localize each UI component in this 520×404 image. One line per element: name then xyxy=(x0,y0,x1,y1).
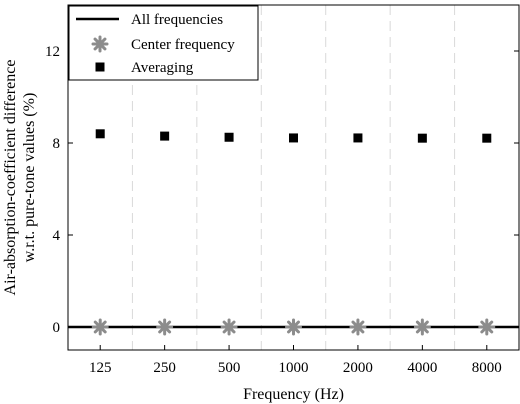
x-tick-label-4000: 4000 xyxy=(407,360,437,376)
point-averaging-250 xyxy=(160,131,170,141)
point-averaging-4000 xyxy=(417,133,427,143)
point-center-frequency-250 xyxy=(156,318,174,336)
legend-label-center-frequency: Center frequency xyxy=(131,37,235,53)
point-averaging-125 xyxy=(95,129,105,139)
y-tick-label-8: 8 xyxy=(53,136,61,152)
series-layer xyxy=(68,129,519,336)
point-center-frequency-500 xyxy=(220,318,238,336)
legend: All frequencies Center frequency Averagi… xyxy=(68,5,259,81)
point-averaging-8000 xyxy=(482,133,492,143)
x-tick-label-8000: 8000 xyxy=(472,360,502,376)
y-tick-label-0: 0 xyxy=(53,320,61,336)
point-averaging-2000 xyxy=(353,133,363,143)
x-tick-label-125: 125 xyxy=(89,360,112,376)
point-center-frequency-1000 xyxy=(285,318,302,336)
y-axis-label-line-2: w.r.t. pure-tone values (%) xyxy=(21,93,38,263)
legend-marker-center-frequency xyxy=(91,35,109,53)
x-axis-label: Frequency (Hz) xyxy=(243,386,344,403)
legend-label-all-frequencies: All frequencies xyxy=(131,12,223,28)
axis-ticks: 0 4 8 12 125 250 500 1000 2000 4000 8000 xyxy=(45,44,519,376)
point-averaging-1000 xyxy=(289,133,298,143)
y-tick-label-4: 4 xyxy=(53,228,61,244)
x-tick-label-250: 250 xyxy=(153,360,176,376)
x-tick-label-500: 500 xyxy=(218,360,241,376)
x-tick-label-1000: 1000 xyxy=(279,360,309,376)
x-tick-label-2000: 2000 xyxy=(343,360,373,376)
y-axis-label-line-1: Air-absorption-coefficient difference xyxy=(2,60,19,296)
point-center-frequency-2000 xyxy=(349,318,367,336)
legend-label-averaging: Averaging xyxy=(131,60,194,76)
point-averaging-500 xyxy=(224,132,234,142)
point-center-frequency-8000 xyxy=(478,318,496,336)
legend-marker-averaging xyxy=(95,62,105,72)
y-tick-label-12: 12 xyxy=(45,44,60,60)
y-axis-label: Air-absorption-coefficient difference w.… xyxy=(2,60,38,296)
point-center-frequency-125 xyxy=(91,318,109,336)
point-center-frequency-4000 xyxy=(413,318,431,336)
